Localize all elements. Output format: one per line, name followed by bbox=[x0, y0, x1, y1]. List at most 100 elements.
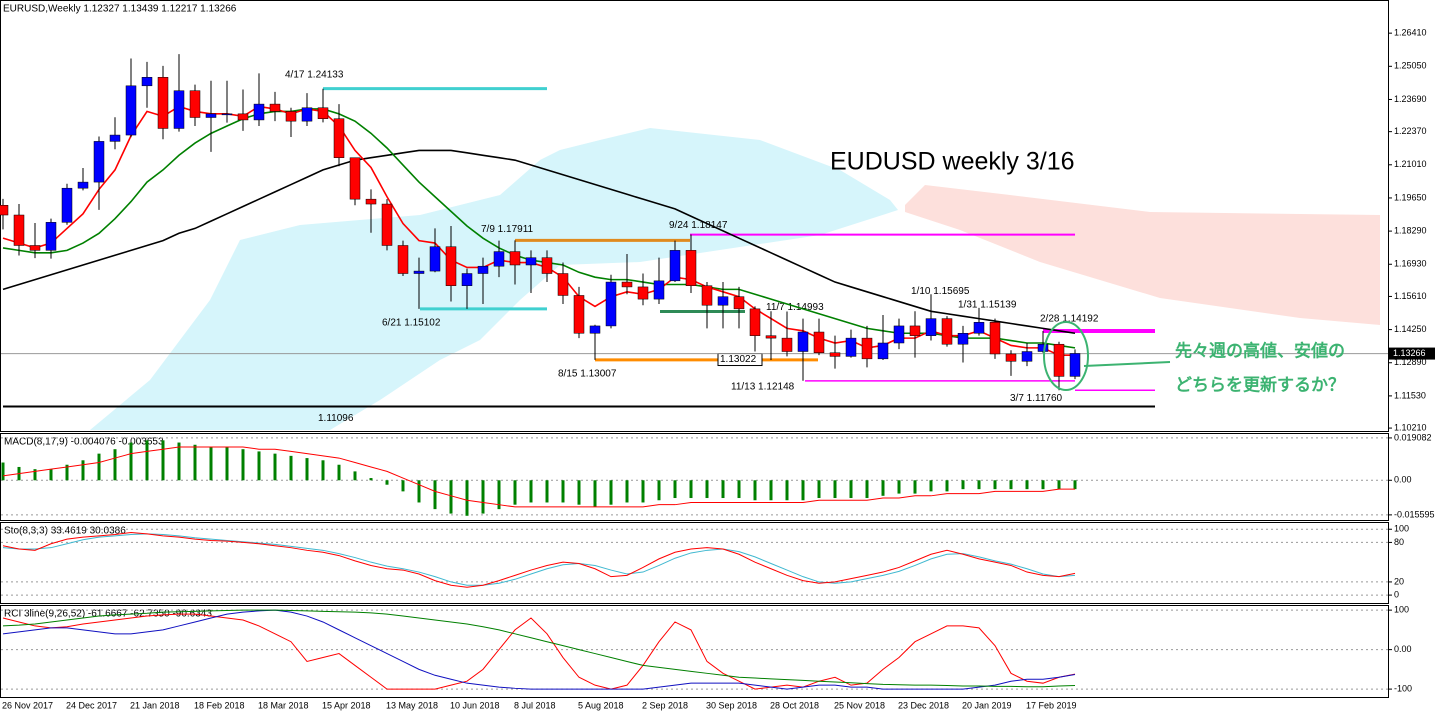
last-price-label: 1.13266 bbox=[1393, 348, 1426, 358]
y-tick-label: 1.18290 bbox=[1394, 225, 1427, 235]
y-tick-label: 1.10210 bbox=[1394, 422, 1427, 432]
candle-body bbox=[77, 181, 89, 189]
level-label: 1.13022 bbox=[720, 354, 757, 365]
chart-title: EUDUSD weekly 3/16 bbox=[830, 148, 1075, 176]
candle-body bbox=[637, 286, 649, 300]
candle-body bbox=[685, 250, 697, 286]
y-tick-label: 0.00 bbox=[1394, 475, 1412, 485]
indicator-line bbox=[2, 609, 1076, 688]
candle-body bbox=[557, 273, 569, 296]
histogram-bar bbox=[481, 480, 485, 514]
y-tick-label: -100 bbox=[1394, 683, 1412, 693]
candle-body bbox=[29, 245, 41, 251]
candle-body bbox=[989, 322, 1001, 355]
x-tick-label: 5 Aug 2018 bbox=[578, 700, 624, 710]
cloud-blue bbox=[90, 128, 898, 430]
candle-body bbox=[957, 332, 969, 345]
x-tick-label: 21 Jan 2018 bbox=[130, 700, 180, 710]
x-tick-label: 10 Jun 2018 bbox=[450, 700, 500, 710]
histogram-bar bbox=[49, 469, 53, 481]
histogram-bar bbox=[353, 471, 357, 481]
histogram-bar bbox=[913, 480, 917, 494]
candle-body bbox=[445, 246, 457, 286]
candle-body bbox=[221, 113, 233, 116]
y-tick-label: -0.015595 bbox=[1394, 509, 1435, 519]
cloud-pink bbox=[905, 185, 1380, 325]
candle-body bbox=[1069, 353, 1081, 377]
candle-body bbox=[845, 337, 857, 357]
indicator-line bbox=[2, 446, 1075, 508]
candle-body bbox=[669, 250, 681, 282]
candle-body bbox=[1037, 343, 1049, 352]
histogram-bar bbox=[177, 442, 181, 481]
histogram-bar bbox=[609, 480, 613, 505]
histogram-bar bbox=[673, 480, 677, 499]
y-tick-label: 20 bbox=[1394, 576, 1404, 586]
level-label: 9/24 1.18147 bbox=[669, 220, 728, 231]
histogram-bar bbox=[945, 480, 949, 492]
candle-body bbox=[381, 203, 393, 246]
candle-body bbox=[493, 251, 505, 267]
candle-body bbox=[269, 103, 281, 112]
candle-body bbox=[813, 331, 825, 353]
x-tick-label: 20 Jan 2019 bbox=[962, 700, 1012, 710]
histogram-bar bbox=[721, 480, 725, 499]
x-tick-label: 24 Dec 2017 bbox=[66, 700, 117, 710]
candle-body bbox=[925, 318, 937, 336]
highlight-circle bbox=[1043, 321, 1089, 391]
indicator-line bbox=[2, 532, 1076, 588]
histogram-bar bbox=[497, 480, 501, 510]
x-tick-label: 26 Nov 2017 bbox=[2, 700, 53, 710]
candle-body bbox=[717, 296, 729, 306]
candle-body bbox=[317, 107, 329, 119]
y-tick-label: 1.14250 bbox=[1394, 324, 1427, 334]
histogram-bar bbox=[561, 480, 565, 503]
level-label: 1/10 1.15695 bbox=[911, 286, 970, 297]
histogram-bar bbox=[577, 480, 581, 505]
level-label: 11/13 1.12148 bbox=[731, 381, 795, 392]
histogram-bar bbox=[513, 480, 517, 505]
y-tick-label: 0 bbox=[1394, 589, 1399, 599]
candle-body bbox=[253, 103, 265, 121]
candle-body bbox=[477, 265, 489, 274]
candle-body bbox=[125, 85, 137, 136]
histogram-bar bbox=[465, 480, 469, 516]
y-tick-label: 1.22370 bbox=[1394, 126, 1427, 136]
candle-body bbox=[413, 270, 425, 274]
candle-body bbox=[109, 134, 121, 142]
x-tick-label: 17 Feb 2019 bbox=[1026, 700, 1077, 710]
candle-body bbox=[429, 246, 441, 272]
histogram-bar bbox=[801, 480, 805, 501]
candle-body bbox=[461, 273, 473, 286]
histogram-bar bbox=[1041, 480, 1045, 490]
candle-body bbox=[333, 118, 345, 158]
candle-body bbox=[621, 281, 633, 288]
level-label: 6/21 1.15102 bbox=[382, 317, 441, 328]
histogram-bar bbox=[385, 480, 389, 485]
candle-body bbox=[525, 257, 537, 266]
histogram-bar bbox=[193, 444, 197, 481]
histogram-bar bbox=[97, 453, 101, 481]
indicator-line bbox=[2, 613, 1076, 690]
level-label: 4/17 1.24133 bbox=[285, 69, 344, 80]
histogram-bar bbox=[129, 442, 133, 481]
indicator-line bbox=[2, 609, 1076, 690]
y-tick-label: 1.12890 bbox=[1394, 357, 1427, 367]
histogram-bar bbox=[65, 464, 69, 481]
y-tick-label: 1.11530 bbox=[1394, 390, 1426, 400]
histogram-bar bbox=[593, 480, 597, 507]
candle-body bbox=[0, 205, 9, 216]
panel bbox=[0, 522, 1389, 604]
histogram-bar bbox=[1, 462, 5, 481]
level-label: 7/9 1.17911 bbox=[481, 224, 534, 235]
histogram-bar bbox=[769, 480, 773, 501]
candle-body bbox=[301, 107, 313, 122]
histogram-bar bbox=[209, 446, 213, 481]
candle-body bbox=[733, 296, 745, 310]
header: EURUSD,Weekly 1.12327 1.13439 1.12217 1.… bbox=[3, 4, 237, 15]
panel bbox=[0, 0, 1389, 432]
histogram-bar bbox=[961, 480, 965, 490]
y-tick-label: 80 bbox=[1394, 537, 1404, 547]
y-tick-label: 1.23690 bbox=[1394, 94, 1427, 104]
